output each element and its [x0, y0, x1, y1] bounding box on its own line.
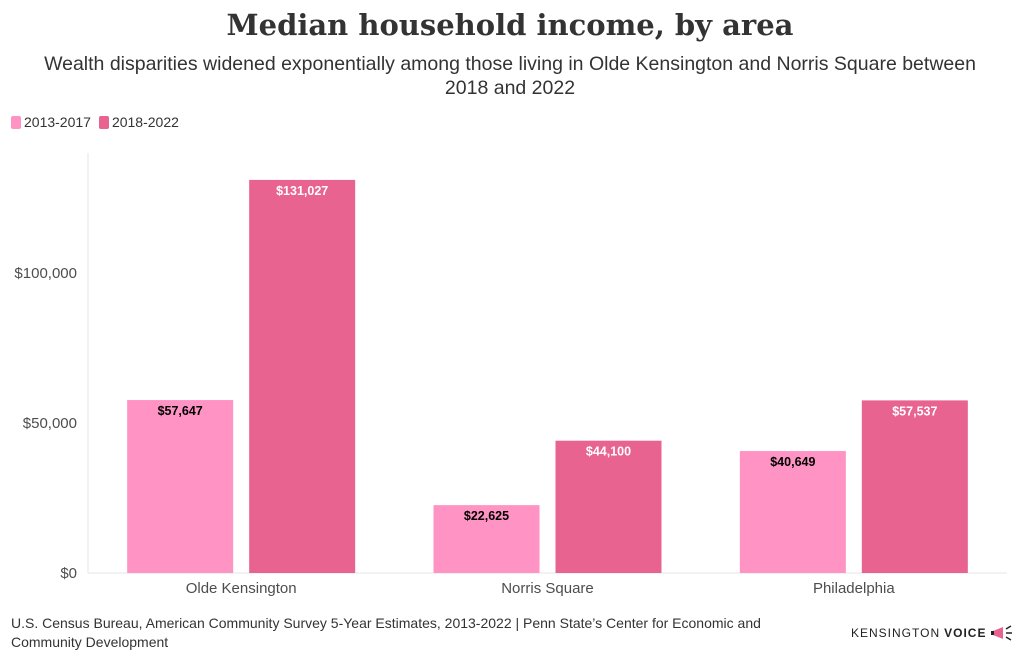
- legend-label-series-1: 2013-2017: [24, 114, 91, 130]
- y-tick-label: $50,000: [23, 415, 77, 432]
- data-label: $22,625: [464, 509, 509, 523]
- megaphone-icon: [991, 625, 1013, 641]
- bar[interactable]: [433, 505, 540, 573]
- x-tick-label: Norris Square: [501, 580, 594, 597]
- source-note: U.S. Census Bureau, American Community S…: [11, 615, 761, 650]
- data-label: $44,100: [586, 445, 631, 459]
- data-label: $57,647: [158, 404, 203, 418]
- bar[interactable]: [555, 440, 662, 573]
- legend-swatch-series-2: [98, 115, 109, 129]
- bar[interactable]: [739, 451, 846, 573]
- chart-title: Median household income, by area: [226, 8, 794, 42]
- chart-subtitle: Wealth disparities widened exponentially…: [44, 53, 976, 99]
- bar[interactable]: [861, 400, 968, 573]
- brand-text-voice: VOICE: [944, 626, 987, 640]
- y-tick-label: $0: [60, 565, 77, 582]
- y-tick-label: $100,000: [14, 265, 77, 282]
- data-label: $57,537: [892, 404, 937, 418]
- legend-item-series-2[interactable]: 2018-2022: [98, 114, 179, 130]
- data-label: $40,649: [770, 455, 815, 469]
- legend: 2013-2017 2018-2022: [11, 114, 187, 130]
- brand-text-kensington: KENSINGTON: [851, 626, 941, 640]
- data-label: $131,027: [276, 184, 328, 198]
- legend-swatch-series-1: [11, 115, 21, 129]
- x-tick-label: Philadelphia: [813, 580, 895, 597]
- bar[interactable]: [127, 400, 234, 573]
- legend-label-series-2: 2018-2022: [111, 114, 179, 130]
- x-tick-label: Olde Kensington: [186, 580, 297, 597]
- legend-item-series-1[interactable]: 2013-2017: [11, 114, 91, 130]
- bar[interactable]: [249, 179, 356, 573]
- brand-logo: KENSINGTON VOICE: [851, 625, 1014, 641]
